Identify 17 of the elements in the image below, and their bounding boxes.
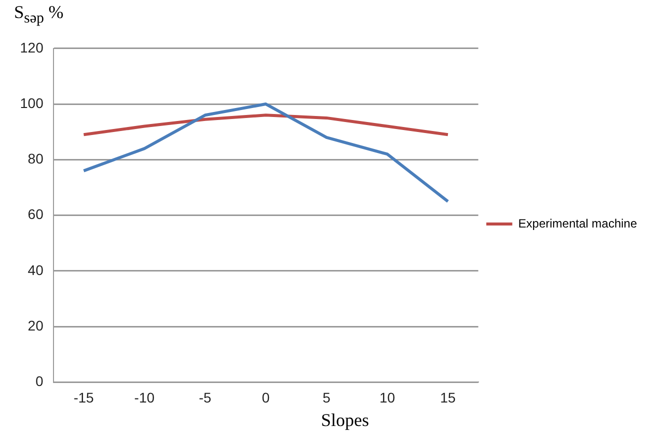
x-tick-label: 15	[440, 389, 456, 406]
x-tick-label: 0	[262, 389, 270, 406]
y-axis-title: S$_{səp}$ %	[14, 2, 64, 28]
y-tick-label: 20	[28, 317, 44, 334]
y-tick-label: 120	[20, 39, 44, 56]
y-tick-label: 0	[36, 373, 44, 390]
y-tick-label: 60	[28, 206, 44, 222]
y-tick-label: 80	[28, 150, 44, 167]
x-tick-label: -15	[74, 389, 94, 406]
x-axis-title: Slopes	[320, 410, 370, 431]
y-tick-label: 100	[20, 94, 44, 111]
x-tick-label: -5	[198, 389, 212, 406]
x-tick-label: 5	[322, 389, 331, 406]
legend-label: Experimental machine	[518, 216, 638, 230]
x-tick-label: -10	[134, 389, 155, 406]
x-tick-label: 10	[379, 389, 396, 406]
y-tick-label: 40	[28, 262, 44, 278]
